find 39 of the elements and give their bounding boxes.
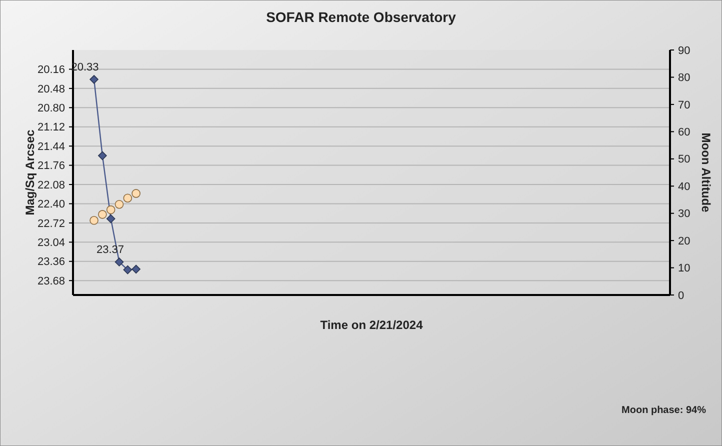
y-tick-label: 20.16: [37, 64, 65, 76]
point: [123, 265, 132, 274]
x-axis-title: Time on 2/21/2024: [320, 318, 424, 332]
point: [106, 214, 116, 224]
y2-tick-label: 40: [678, 180, 690, 193]
point: [90, 75, 98, 84]
point: [98, 210, 107, 219]
y-tick-label: 22.72: [37, 218, 65, 230]
y-tick-label: 20.80: [37, 102, 65, 114]
y2-tick-label: 70: [678, 99, 690, 112]
y2-tick-label: 50: [678, 154, 690, 166]
y-tick-label: 21.44: [37, 140, 65, 153]
text: Moon phase: 94%: [622, 405, 706, 416]
y-tick-label: 23.36: [37, 256, 65, 268]
y-tick-label: 23.68: [37, 275, 65, 288]
y-tick-label: 21.76: [37, 160, 65, 172]
y-axis-title: Mag/Sq Arcsec: [23, 129, 37, 216]
y2-axis-title: Moon Altitude: [699, 132, 713, 213]
y-tick-label: 22.08: [37, 179, 65, 192]
y2-tick-label: 60: [678, 126, 690, 139]
chart-title: SOFAR Remote Observatory: [266, 9, 456, 25]
point: [90, 216, 98, 225]
y-tick-label: 20.48: [37, 83, 65, 96]
point: [114, 200, 124, 209]
point: [123, 194, 132, 202]
y2-tick-label: 30: [678, 208, 690, 220]
point: [98, 151, 107, 160]
point: [132, 264, 140, 274]
y2-tick-label: 90: [678, 44, 690, 57]
y2-tick-label: 80: [678, 72, 690, 84]
y2-tick-label: 10: [678, 262, 690, 275]
point: [114, 258, 124, 266]
point: [106, 205, 116, 214]
point: [132, 189, 140, 198]
y-tick-label: 21.12: [37, 122, 65, 134]
y-tick-label: 23.04: [37, 237, 65, 250]
y2-tick-label: 20: [678, 235, 690, 248]
y-tick-label: 22.40: [37, 198, 65, 211]
y2-tick-label: 0: [678, 290, 684, 302]
